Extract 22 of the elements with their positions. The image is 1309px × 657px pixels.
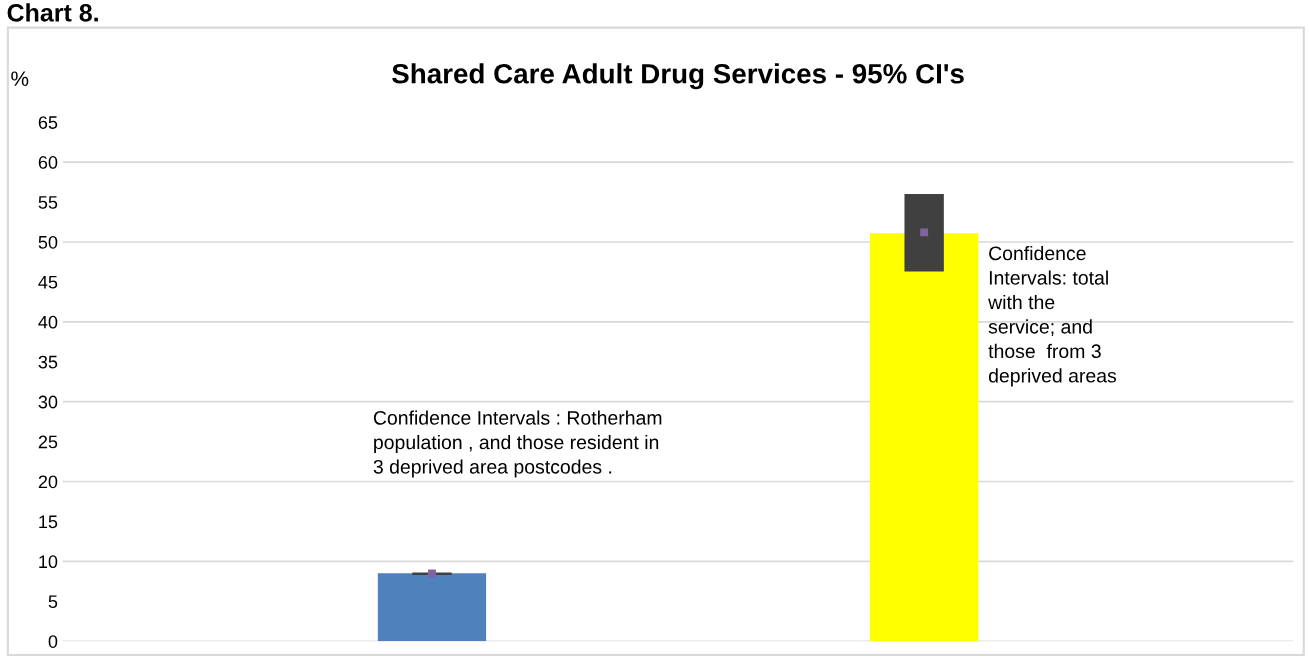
caption: Chart 8. [7, 3, 98, 22]
y-tick-label: 25 [38, 435, 58, 449]
y-tick-label: 60 [38, 156, 58, 169]
y-tick-label: 40 [38, 315, 58, 329]
y-tick-label: 65 [38, 116, 58, 129]
y-tick-label: 50 [38, 235, 58, 249]
y-tick-label: 0 [48, 635, 58, 648]
chart-title: Shared Care Adult Drug Services - 95% CI's [392, 63, 964, 90]
y-tick-label: 30 [38, 395, 58, 409]
bar [870, 233, 979, 642]
annotation: Confidence Intervals : Rotherham population , and those resident in 3 deprived area postcodes . [373, 410, 662, 478]
y-tick-label: 10 [39, 555, 58, 569]
y-tick-label: 35 [38, 355, 58, 369]
annotation: Confidence Intervals: total with the service; and those from 3 deprived areas [988, 245, 1117, 387]
bar [377, 573, 487, 642]
y-tick-label: 45 [38, 276, 58, 289]
y-tick-label: 55 [38, 196, 58, 209]
y-tick-label: 20 [38, 475, 58, 489]
y-axis-title: % [11, 71, 29, 86]
y-tick-label: 5 [48, 595, 58, 609]
bar [904, 194, 944, 272]
y-tick-label: 15 [39, 515, 58, 529]
